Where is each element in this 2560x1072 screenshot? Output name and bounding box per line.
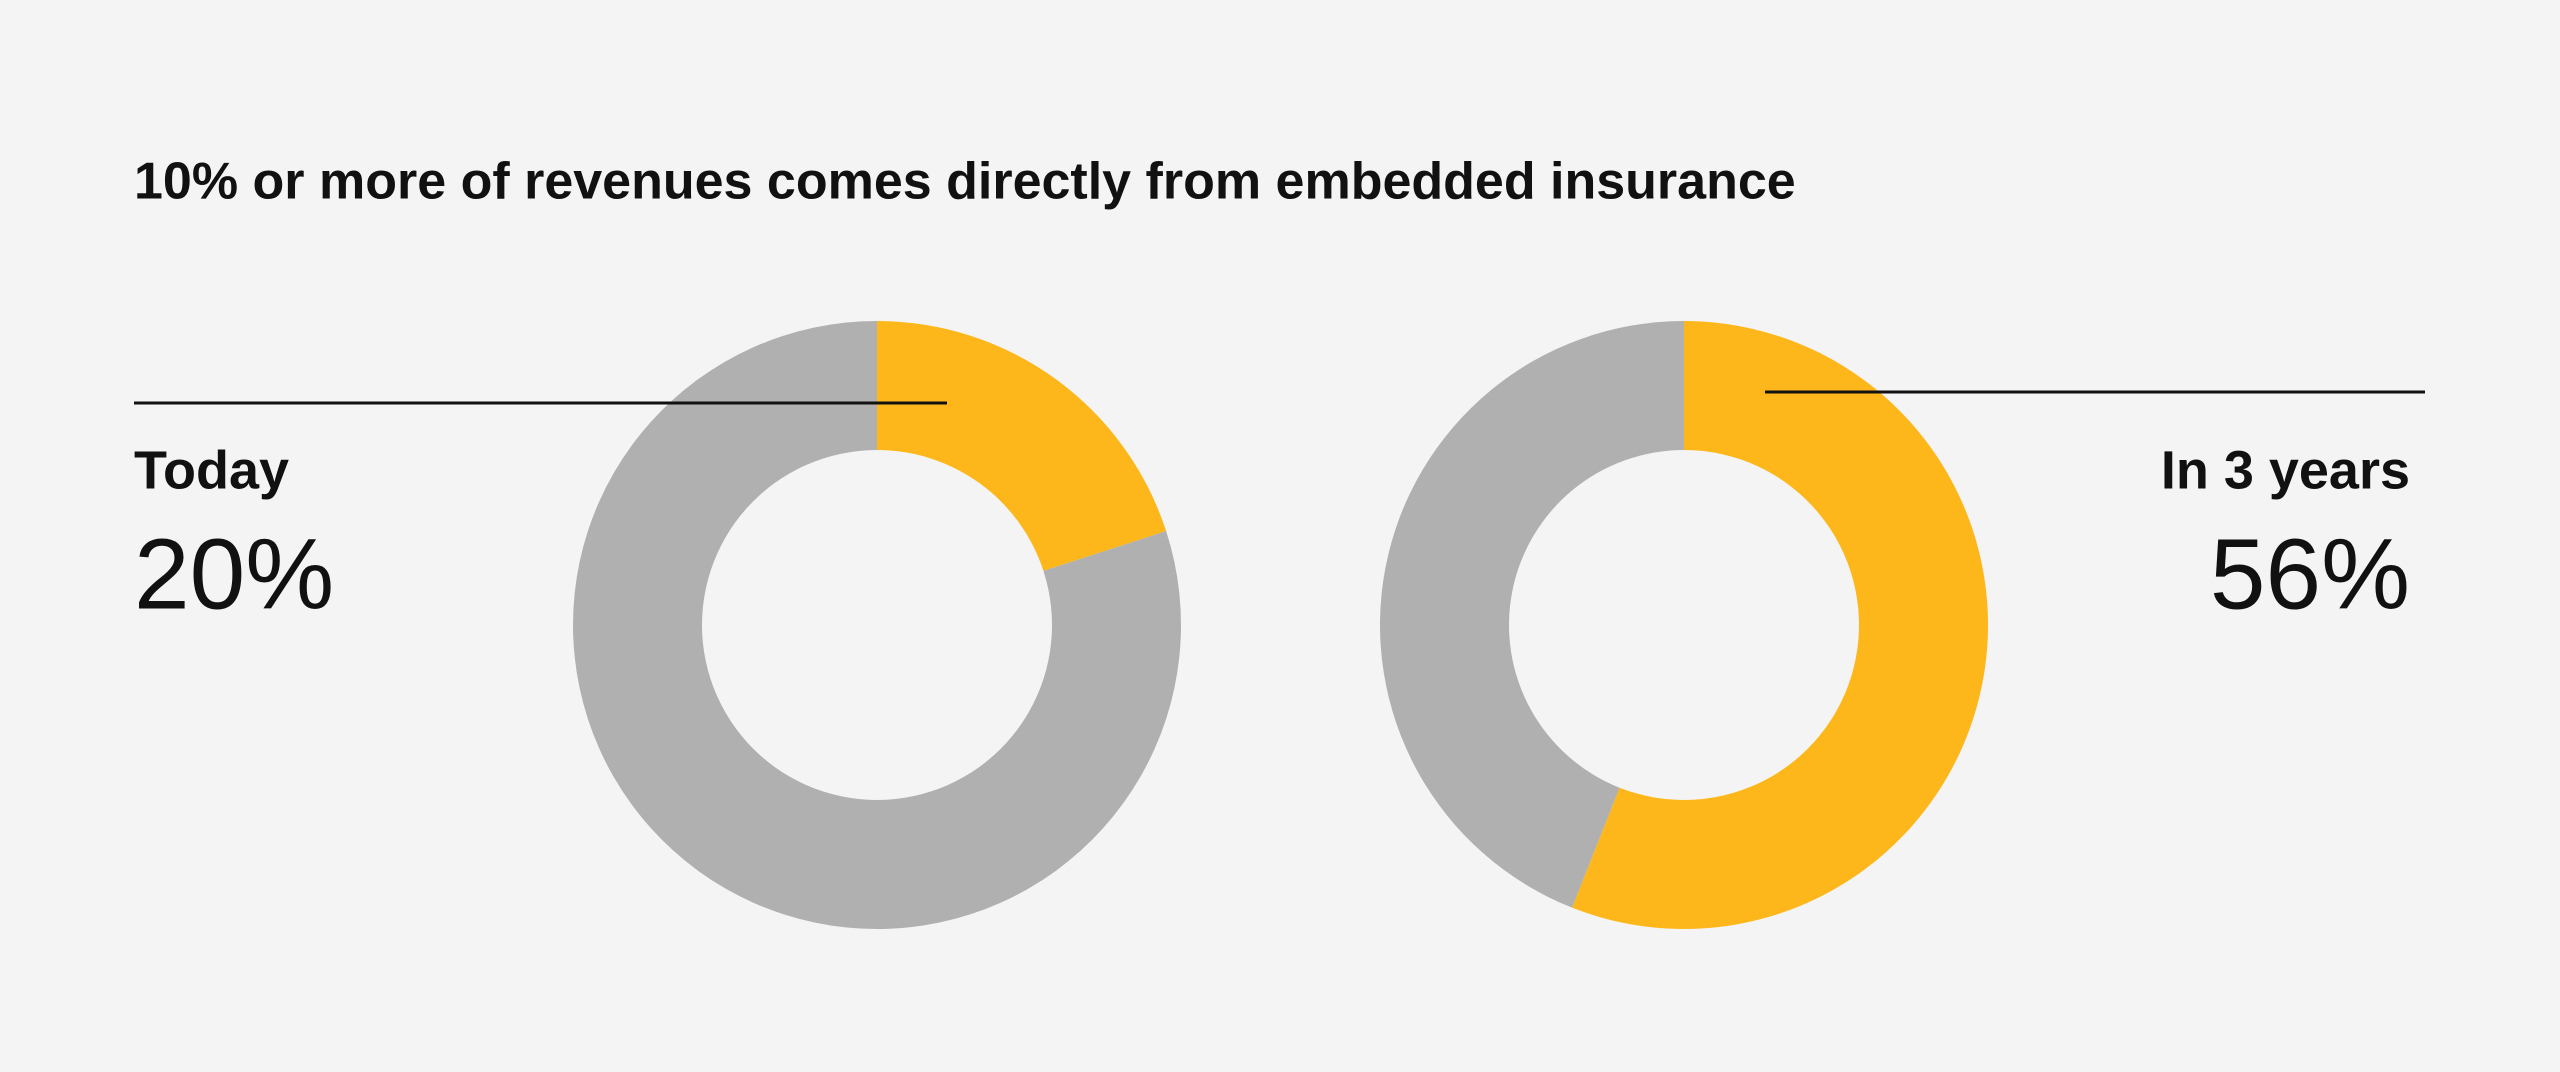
donut-slice (1572, 321, 1989, 929)
donut-label: In 3 years (2161, 440, 2410, 500)
donut-label: Today (134, 440, 289, 500)
donut-slice (573, 321, 1181, 929)
chart-title: 10% or more of revenues comes directly f… (134, 153, 1796, 211)
donut-slice (877, 321, 1167, 571)
value-label: 20% (134, 518, 334, 630)
donut-slice (1380, 321, 1684, 908)
value-label: 56% (2210, 518, 2410, 630)
